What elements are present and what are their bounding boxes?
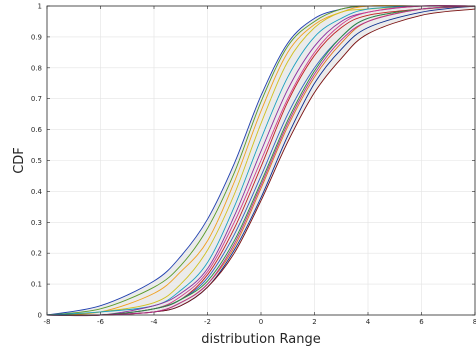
y-tick-label: 1	[38, 3, 42, 11]
series-line-11	[46, 5, 476, 316]
x-tick-label: -6	[97, 318, 105, 326]
y-tick-label: 0.8	[31, 64, 42, 72]
y-tick-label: 0.2	[31, 250, 42, 258]
series-line-14	[46, 5, 476, 316]
y-tick-label: 0.3	[31, 219, 42, 227]
y-tick-label: 0.6	[31, 126, 43, 134]
y-axis-ticks: 0 0.1 0.2 0.3 0.4 0.5 0.6 0.7 0.8 0.9 1	[31, 3, 475, 320]
y-axis-label: CDF	[12, 147, 27, 174]
x-tick-label: 6	[419, 318, 424, 326]
x-tick-label: -8	[44, 318, 51, 326]
y-tick-label: 0.5	[31, 157, 42, 165]
y-tick-label: 0.7	[31, 95, 42, 103]
x-axis-ticks: -8 -6 -4 -2 0 2 4 6 8	[44, 6, 476, 326]
x-axis-label: distribution Range	[201, 332, 320, 347]
x-tick-label: -2	[204, 318, 211, 326]
y-tick-label: 0	[38, 312, 42, 320]
x-tick-label: 0	[259, 318, 263, 326]
x-tick-label: 4	[366, 318, 371, 326]
y-tick-label: 0.1	[31, 281, 42, 289]
x-tick-label: 8	[473, 318, 476, 326]
x-tick-label: -4	[151, 318, 159, 326]
y-tick-label: 0.9	[31, 33, 42, 41]
y-tick-label: 0.4	[31, 188, 43, 196]
x-tick-label: 2	[312, 318, 316, 326]
